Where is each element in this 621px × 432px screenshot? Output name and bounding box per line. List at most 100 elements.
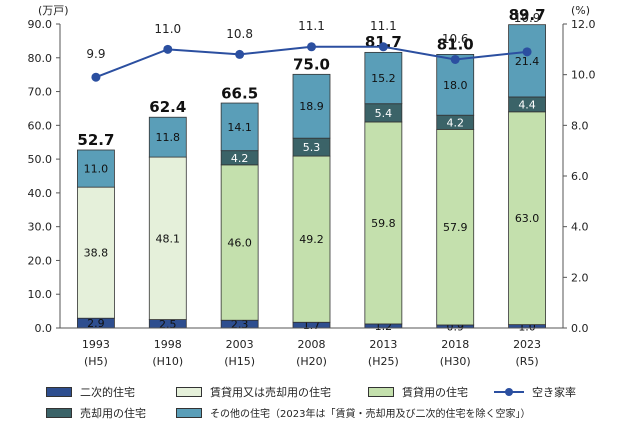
bar-segment-label: 49.2 (299, 233, 324, 246)
legend-swatch (176, 387, 202, 397)
bar-segment (508, 24, 546, 98)
legend-item-secondary-housing: 二次的住宅 (46, 384, 135, 400)
y-tick-label: 50.0 (28, 153, 53, 166)
legend-swatch (46, 408, 72, 418)
x-tick-label-era: (R5) (515, 355, 538, 368)
y-tick-label: 20.0 (28, 254, 53, 267)
bar-segment (364, 51, 403, 105)
y-tick-label: 0.0 (35, 322, 53, 335)
y-tick-label: 30.0 (28, 221, 53, 234)
vacancy-rate-label: 11.0 (154, 22, 181, 36)
bar-segment-label: 11.0 (84, 163, 109, 176)
x-tick-label-era: (H25) (368, 355, 399, 368)
x-tick-label-year: 2018 (441, 338, 469, 351)
bar-total-label: 62.4 (149, 98, 186, 116)
legend-label: 空き家率 (532, 386, 576, 399)
bar-total-label: 66.5 (221, 84, 258, 102)
bar-segment-label: 21.4 (515, 55, 540, 68)
bar-segment-label: 18.9 (299, 100, 324, 113)
x-tick-label-era: (H10) (152, 355, 183, 368)
x-tick-label-era: (H15) (224, 355, 255, 368)
vacancy-rate-point (522, 47, 532, 57)
legend-swatch (46, 387, 72, 397)
vacancy-rate-point (163, 44, 173, 54)
x-tick-label-year: 2008 (298, 338, 326, 351)
bar-segment (220, 102, 259, 152)
bar-total-label: 75.0 (293, 56, 330, 74)
vacancy-rate-point (91, 72, 101, 82)
bar-segment-label: 15.2 (371, 72, 396, 85)
x-tick-label-year: 1998 (154, 338, 182, 351)
bar-segment (148, 116, 187, 158)
legend-item-vacancy-rate: 空き家率 (494, 384, 576, 400)
bar-segment-label: 57.9 (443, 221, 468, 234)
y-tick-label: 10.0 (28, 288, 53, 301)
vacancy-rate-label: 10.6 (442, 32, 469, 46)
legend-swatch (176, 407, 202, 418)
legend-swatch (368, 387, 394, 397)
legend-item-other-housing: その他の住宅（2023年は「賃貸・売却用及び二次的住宅を除く空家」） (176, 405, 530, 420)
y-tick-label: 40.0 (28, 187, 53, 200)
bar-segment (292, 155, 331, 323)
bar-segment (148, 156, 187, 320)
bar-segment (436, 128, 475, 326)
x-tick-label-era: (H5) (84, 355, 108, 368)
legend: 二次的住宅 賃貸用又は売却用の住宅 賃貸用の住宅 空き家率 売却用の住宅 その他… (0, 377, 621, 432)
y2-tick-label: 4.0 (571, 221, 589, 234)
legend-label: 売却用の住宅 (80, 407, 146, 420)
legend-item-for-sale-housing: 売却用の住宅 (46, 405, 146, 421)
bar-total-label: 81.0 (437, 35, 474, 53)
x-tick-label-year: 1993 (82, 338, 110, 351)
y-tick-label: 90.0 (28, 18, 53, 31)
bar-segment-label: 18.0 (443, 79, 468, 92)
vacancy-rate-label: 11.1 (370, 19, 397, 33)
y-tick-label: 70.0 (28, 86, 53, 99)
bar-segment-label: 63.0 (515, 212, 540, 225)
bar-segment-label: 46.0 (227, 237, 252, 250)
x-tick-label-year: 2013 (369, 338, 397, 351)
bar-total-label: 89.7 (509, 6, 546, 24)
legend-label: 賃貸用又は売却用の住宅 (210, 386, 331, 399)
vacancy-rate-label: 11.1 (298, 19, 325, 33)
legend-item-rental-housing: 賃貸用の住宅 (368, 384, 468, 400)
x-tick-label-era: (H20) (296, 355, 327, 368)
legend-label: 賃貸用の住宅 (402, 386, 468, 399)
bar-segment (220, 164, 259, 321)
bar-segment (436, 54, 475, 116)
y2-tick-label: 2.0 (571, 271, 589, 284)
vacancy-rate-point (450, 54, 460, 64)
legend-label: その他の住宅（2023年は「賃貸・売却用及び二次的住宅を除く空家」） (210, 409, 531, 420)
y2-axis-unit: (%) (571, 4, 590, 17)
bar-segment-label: 5.4 (375, 107, 393, 120)
y-axis-unit: (万戸) (38, 4, 69, 17)
bar-segment-label: 5.3 (303, 141, 321, 154)
y-tick-label: 80.0 (28, 52, 53, 65)
vacancy-rate-point (235, 49, 245, 59)
bar-segment (364, 121, 403, 325)
vacancy-rate-point (378, 42, 388, 52)
vacancy-rate-point (307, 42, 316, 52)
vacancy-rate-label: 10.9 (514, 11, 541, 25)
bar-segment-label: 14.1 (227, 121, 252, 134)
y2-tick-label: 8.0 (571, 119, 589, 132)
x-tick-label-year: 2023 (513, 338, 541, 351)
y2-tick-label: 10.0 (571, 69, 596, 82)
bar-segment-label: 4.2 (231, 152, 249, 165)
x-tick-label-era: (H30) (440, 355, 471, 368)
y2-tick-label: 6.0 (571, 170, 589, 183)
vacancy-rate-label: 9.9 (86, 47, 105, 61)
bar-segment-label: 38.8 (84, 247, 109, 260)
bar-segment-label: 59.8 (371, 217, 396, 230)
x-tick-label-year: 2003 (226, 338, 254, 351)
bar-segment-label: 48.1 (156, 232, 181, 245)
vacancy-rate-label: 10.8 (226, 27, 253, 41)
legend-line-marker (494, 387, 524, 397)
y2-tick-label: 0.0 (571, 322, 589, 335)
bar-total-label: 52.7 (77, 131, 114, 149)
legend-label: 二次的住宅 (80, 386, 135, 399)
bar-segment (77, 149, 115, 188)
legend-item-rental-or-sale-housing: 賃貸用又は売却用の住宅 (176, 384, 331, 400)
y2-tick-label: 12.0 (571, 18, 596, 31)
bar-segment-label: 11.8 (156, 131, 181, 144)
